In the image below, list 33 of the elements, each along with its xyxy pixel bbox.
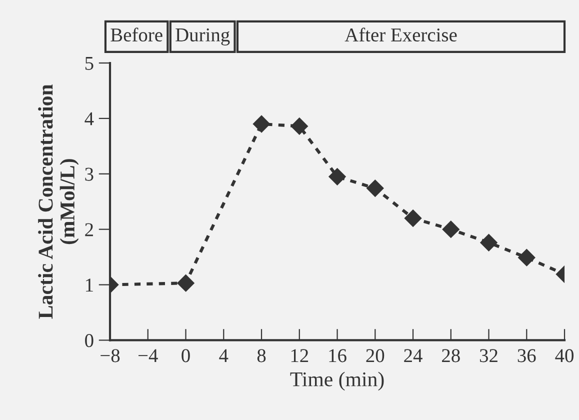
y-tick-label: 4	[84, 112, 94, 126]
text: During	[176, 28, 230, 46]
y-axis-title: Lactic Acid Concentration (mMol/L)	[38, 84, 79, 319]
x-tick-label: 4	[219, 349, 228, 362]
point	[252, 115, 270, 133]
y-tick-label: 5	[85, 57, 94, 70]
y-tick-label: 2	[85, 223, 93, 236]
x-axis-title: Time (min)	[290, 372, 384, 391]
point	[404, 210, 422, 227]
x-tick-label: −4	[138, 349, 158, 362]
point	[290, 118, 308, 135]
x-tick-label: 12	[291, 349, 308, 362]
text: Before	[110, 28, 162, 42]
y-tick-label: 1	[86, 278, 93, 292]
x-tick-label: 20	[366, 349, 384, 362]
x-tick-label: 32	[480, 349, 498, 362]
x-tick-label: 8	[257, 349, 266, 362]
y-tick-label: 3	[85, 168, 94, 181]
x-tick-label: 28	[442, 349, 460, 362]
point	[442, 220, 460, 238]
point	[366, 180, 384, 197]
x-tick-label: 36	[518, 349, 536, 362]
x-tick-label: −8	[100, 349, 120, 362]
point	[480, 234, 498, 252]
point	[518, 249, 536, 266]
point	[177, 274, 194, 292]
y-tick-label: 0	[85, 334, 94, 348]
text: After Exercise	[344, 28, 457, 42]
x-tick-label: 24	[404, 349, 422, 362]
x-tick-label: 16	[329, 349, 346, 362]
x-tick-label: 0	[182, 349, 190, 362]
x-tick-label: 40	[555, 349, 574, 362]
point	[328, 168, 346, 186]
